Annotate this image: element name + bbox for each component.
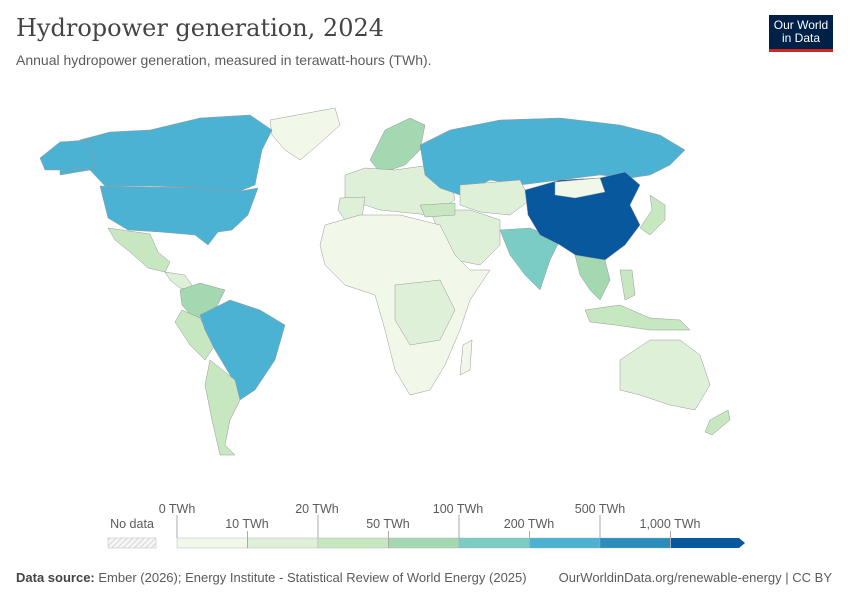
country-new-zealand[interactable] bbox=[704, 409, 731, 436]
no-data-label: No data bbox=[110, 517, 154, 531]
source-label: Data source: bbox=[16, 570, 95, 585]
country-turkey[interactable] bbox=[419, 202, 456, 218]
country-brazil[interactable] bbox=[199, 299, 286, 401]
country-scandinavia[interactable] bbox=[369, 117, 426, 171]
legend-label: 1,000 TWh bbox=[639, 517, 701, 531]
legend-bin[interactable] bbox=[247, 537, 319, 549]
legend-bin[interactable] bbox=[529, 537, 601, 549]
country-indonesia[interactable] bbox=[584, 304, 691, 331]
country-canada[interactable] bbox=[59, 114, 273, 196]
country-peru-bolivia[interactable] bbox=[174, 309, 216, 361]
legend-label: 50 TWh bbox=[366, 517, 410, 531]
legend-bin[interactable] bbox=[176, 537, 248, 549]
legend-bin[interactable] bbox=[317, 537, 389, 549]
legend-label: 200 TWh bbox=[503, 517, 555, 531]
world-map bbox=[39, 107, 731, 456]
country-philippines[interactable] bbox=[619, 269, 636, 301]
legend-label: 100 TWh bbox=[432, 502, 484, 516]
country-argentina-chile[interactable] bbox=[204, 359, 241, 456]
country-australia[interactable] bbox=[619, 339, 711, 411]
owid-logo[interactable]: Our World in Data bbox=[769, 15, 833, 52]
country-central-asia[interactable] bbox=[459, 179, 531, 216]
country-alaska[interactable] bbox=[39, 139, 96, 171]
legend-label: 0 TWh bbox=[158, 502, 196, 516]
legend-bin[interactable] bbox=[670, 538, 746, 548]
country-india[interactable] bbox=[499, 227, 561, 291]
legend-label: 20 TWh bbox=[295, 502, 339, 516]
no-data-swatch[interactable] bbox=[107, 537, 157, 549]
country-mongolia[interactable] bbox=[554, 177, 606, 199]
legend-bin[interactable] bbox=[388, 537, 460, 549]
country-mexico[interactable] bbox=[107, 227, 171, 273]
country-se-asia[interactable] bbox=[574, 254, 611, 301]
country-east-africa[interactable] bbox=[394, 279, 456, 346]
country-usa[interactable] bbox=[99, 185, 259, 246]
page-title: Hydropower generation, 2024 bbox=[16, 14, 385, 42]
legend-bin[interactable] bbox=[458, 537, 530, 549]
country-japan[interactable] bbox=[639, 194, 666, 236]
source-text: Ember (2026); Energy Institute - Statist… bbox=[98, 570, 527, 585]
source-link[interactable]: OurWorldinData.org/renewable-energy | CC… bbox=[558, 570, 832, 585]
logo-line: Our World bbox=[773, 18, 829, 32]
country-china[interactable] bbox=[524, 171, 641, 261]
legend: No data 0 TWh 20 TWh 100 TWh 500 TWh 10 … bbox=[0, 495, 850, 555]
legend-bin[interactable] bbox=[599, 537, 671, 549]
legend-label: 10 TWh bbox=[225, 517, 269, 531]
country-greenland[interactable] bbox=[269, 107, 341, 161]
subtitle: Annual hydropower generation, measured i… bbox=[16, 52, 432, 68]
data-source: Data source: Ember (2026); Energy Instit… bbox=[16, 570, 527, 585]
logo-line: in Data bbox=[781, 31, 821, 45]
legend-label: 500 TWh bbox=[574, 502, 626, 516]
country-madagascar[interactable] bbox=[459, 339, 473, 376]
